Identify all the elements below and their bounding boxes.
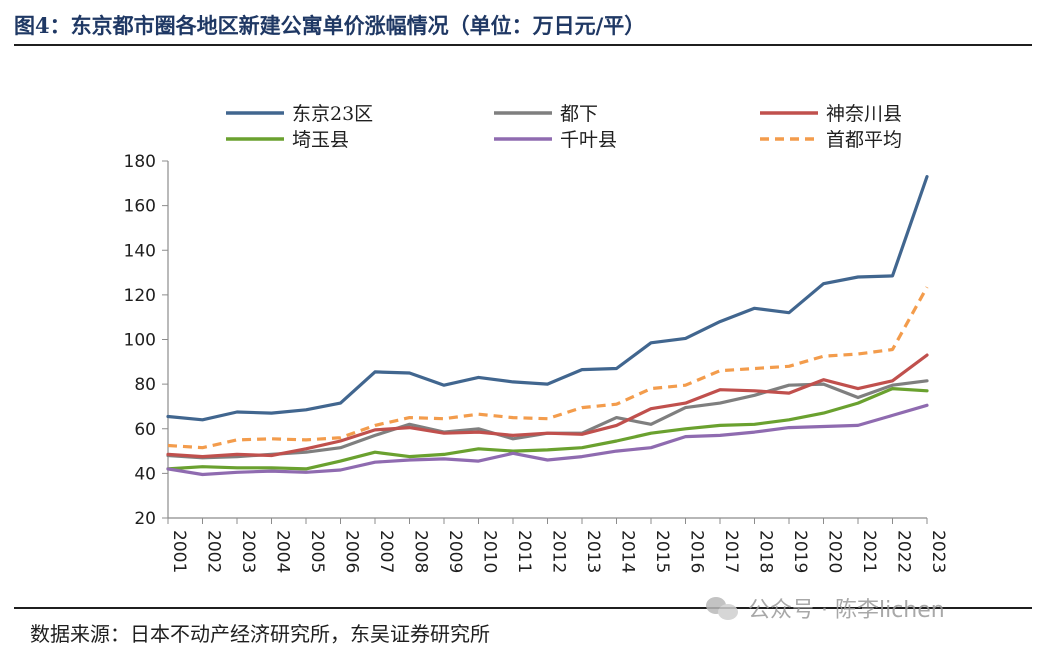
legend-label-都下: 都下 <box>560 103 598 125</box>
x-tick-label: 2012 <box>549 530 569 573</box>
y-tick-label: 140 <box>124 241 156 261</box>
x-tick-label: 2003 <box>238 530 258 573</box>
watermark: 公众号 · 陈李lichen <box>706 592 945 624</box>
x-tick-label: 2007 <box>376 530 396 573</box>
y-tick-label: 100 <box>124 331 156 351</box>
series-line-神奈川县 <box>166 353 929 459</box>
source-rule <box>14 607 1032 609</box>
series-line-千叶县 <box>166 403 929 477</box>
x-tick-label: 2006 <box>342 530 362 573</box>
x-tick-label: 2021 <box>859 530 879 573</box>
x-tick-label: 2001 <box>169 530 189 573</box>
y-tick-label: 180 <box>124 152 156 172</box>
x-tick-label: 2018 <box>756 530 776 573</box>
watermark-text: 公众号 · 陈李lichen <box>748 598 945 623</box>
x-tick-label: 2011 <box>514 530 534 573</box>
x-tick-label: 2020 <box>825 530 845 573</box>
x-tick-label: 2005 <box>307 530 327 573</box>
chart-title: 图4：东京都市圈各地区新建公寓单价涨幅情况（单位：万日元/平） <box>14 13 646 38</box>
series-line-首都平均 <box>167 286 929 450</box>
legend-label-千叶县: 千叶县 <box>560 129 617 151</box>
y-tick-label: 120 <box>124 286 156 306</box>
x-tick-label: 2023 <box>928 530 948 573</box>
legend-label-神奈川县: 神奈川县 <box>826 103 902 125</box>
x-tick-label: 2019 <box>790 530 810 573</box>
x-tick-label: 2014 <box>618 530 638 573</box>
y-tick-label: 40 <box>134 464 156 484</box>
x-tick-label: 2004 <box>273 530 293 573</box>
y-tick-label: 60 <box>134 420 156 440</box>
y-tick-label: 160 <box>124 197 156 217</box>
legend-label-首都平均: 首都平均 <box>826 129 902 151</box>
wechat-icon <box>706 595 740 621</box>
source-note: 数据来源：日本不动产经济研究所，东吴证券研究所 <box>30 622 490 646</box>
x-tick-label: 2002 <box>204 530 224 573</box>
x-tick-label: 2009 <box>445 530 465 573</box>
x-tick-label: 2015 <box>652 530 672 573</box>
x-tick-label: 2022 <box>894 530 914 573</box>
title-rule <box>14 44 1032 46</box>
x-tick-label: 2010 <box>480 530 500 573</box>
x-tick-label: 2013 <box>583 530 603 573</box>
series-line-东京23区 <box>166 175 929 422</box>
x-tick-label: 2017 <box>721 530 741 573</box>
chart-series <box>166 175 929 477</box>
x-tick-label: 2008 <box>411 530 431 573</box>
legend-label-埼玉县: 埼玉县 <box>292 129 349 151</box>
series-line-埼玉县 <box>166 387 929 471</box>
x-tick-label: 2016 <box>687 530 707 573</box>
y-tick-label: 20 <box>134 509 156 529</box>
series-line-都下 <box>166 379 929 460</box>
y-axis-ticks: 20 40 60 80 100 120 140 160 180 <box>124 152 168 529</box>
x-axis-ticks: 2001 2002 2003 2004 2005 2006 2007 2008 2009 2010… <box>167 518 948 573</box>
chart-axes <box>167 161 927 519</box>
legend-label-东京23区: 东京23区 <box>292 103 373 125</box>
y-tick-label: 80 <box>134 375 156 395</box>
